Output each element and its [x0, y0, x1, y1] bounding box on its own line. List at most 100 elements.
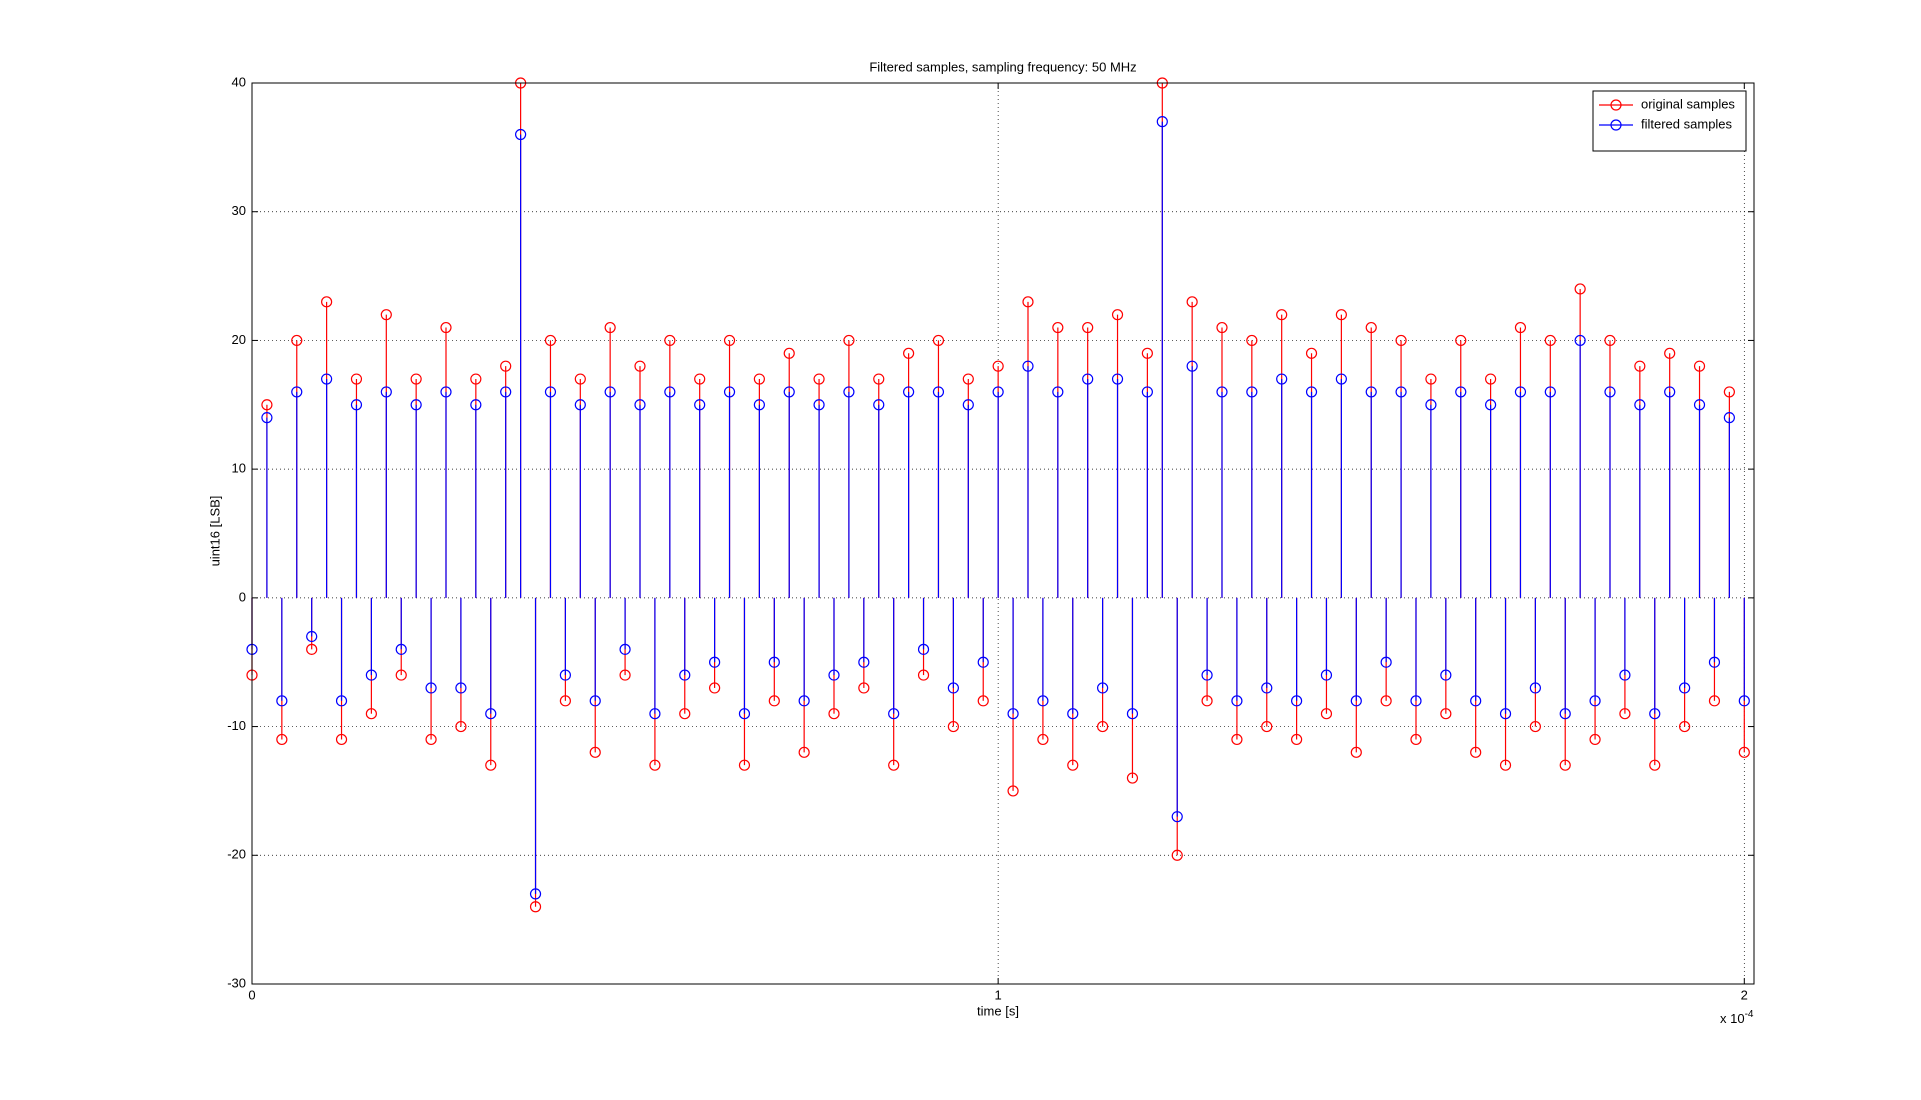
y-tick-label: -20	[227, 847, 246, 862]
y-tick-label: 40	[232, 74, 246, 89]
stem-marker	[1246, 334, 1258, 347]
stem-marker	[932, 334, 945, 347]
stem-marker	[1499, 759, 1512, 771]
stem-marker	[604, 321, 616, 334]
stem-marker	[1291, 733, 1303, 746]
stem-marker	[1231, 733, 1243, 746]
x-tick-label: 2	[1741, 987, 1748, 1002]
stem-marker	[1380, 656, 1392, 668]
stem-marker	[1649, 708, 1661, 720]
stem-marker	[1037, 695, 1049, 707]
stem-marker	[1052, 386, 1064, 398]
x-axis-label: time [s]	[977, 1003, 1019, 1018]
stem-marker	[1529, 682, 1541, 694]
stem-marker	[1037, 733, 1049, 746]
stem-marker	[1723, 412, 1735, 424]
stem-marker	[1440, 669, 1452, 681]
stem-marker	[261, 399, 273, 411]
stem-marker	[858, 656, 870, 668]
stem-marker	[276, 733, 288, 746]
stem-marker	[1097, 720, 1109, 733]
legend: original samples filtered samples	[1592, 90, 1747, 152]
stem-marker	[1126, 708, 1139, 720]
stem-marker	[1544, 386, 1556, 398]
y-tick-label: 20	[232, 332, 246, 347]
stem-marker	[470, 373, 482, 385]
stem-marker	[962, 373, 974, 385]
stem-marker	[425, 682, 437, 694]
stem-marker	[917, 643, 930, 655]
stem-marker	[1141, 386, 1153, 398]
x-multiplier-exponent: -4	[1745, 1009, 1754, 1020]
x-tick-label: 0	[248, 987, 255, 1002]
y-tick-label: 10	[232, 461, 246, 476]
stem-marker	[365, 708, 377, 720]
stem-marker	[1305, 386, 1318, 398]
stem-marker	[1171, 849, 1183, 861]
stem-marker	[828, 669, 840, 681]
stem-marker	[649, 759, 661, 771]
stem-marker	[1261, 682, 1273, 694]
stem-marker	[529, 901, 542, 913]
stem-marker	[1022, 296, 1034, 308]
stem-marker	[694, 373, 706, 385]
stem-marker	[619, 669, 631, 681]
stem-marker	[1485, 399, 1497, 411]
stem-marker	[843, 334, 855, 347]
stem-marker	[1708, 695, 1721, 707]
stem-marker	[1395, 334, 1407, 347]
stem-marker	[559, 695, 571, 707]
stem-marker	[1604, 386, 1616, 398]
stem-marker	[783, 347, 795, 359]
y-tick-label: -10	[227, 718, 246, 733]
stem-marker	[1261, 720, 1273, 733]
stem-marker	[529, 888, 542, 900]
stem-marker	[888, 708, 900, 720]
stem-marker	[873, 373, 885, 385]
stem-marker	[1410, 733, 1422, 746]
stem-marker	[634, 399, 646, 411]
stem-marker	[559, 669, 571, 681]
stem-marker	[1082, 373, 1094, 385]
stem-marker	[1440, 708, 1452, 720]
stem-marker	[634, 360, 646, 372]
stem-marker	[306, 630, 318, 643]
stem-marker	[1335, 309, 1347, 321]
stem-marker	[977, 695, 989, 707]
stem-marker	[1470, 695, 1482, 707]
stem-marker	[813, 399, 825, 411]
stem-marker	[1619, 669, 1631, 681]
stem-marker	[1022, 360, 1034, 372]
stem-marker	[1634, 399, 1646, 411]
stem-marker	[261, 412, 273, 424]
stem-marker	[1320, 669, 1333, 681]
stem-marker	[485, 708, 497, 720]
stem-marker	[723, 334, 736, 347]
stem-marker	[1679, 720, 1691, 733]
stem-marker	[768, 656, 780, 668]
stem-marker	[798, 695, 810, 707]
stem-marker	[365, 669, 377, 681]
stem-marker	[1470, 746, 1482, 758]
stem-marker	[679, 708, 691, 720]
y-tick-label: 0	[239, 589, 246, 604]
stem-marker	[1350, 695, 1362, 707]
stem-marker	[962, 399, 974, 411]
stem-marker	[1186, 296, 1198, 308]
stem-marker	[1664, 386, 1676, 398]
stem-marker	[768, 695, 780, 707]
stem-marker	[843, 386, 855, 398]
x-multiplier-base: x 10	[1720, 1011, 1745, 1026]
stem-marker	[1425, 373, 1437, 385]
stem-marker	[992, 386, 1004, 398]
stem-marker	[1082, 321, 1094, 334]
legend-marker	[1610, 119, 1622, 131]
stem-marker	[1529, 720, 1541, 733]
stem-marker	[1067, 708, 1079, 720]
stem-marker	[709, 656, 721, 668]
stem-marker	[485, 759, 497, 771]
chart-title: Filtered samples, sampling frequency: 50…	[869, 59, 1136, 74]
stem-marker	[1634, 360, 1646, 372]
stem-marker	[1619, 708, 1631, 720]
stem-marker	[977, 656, 989, 668]
